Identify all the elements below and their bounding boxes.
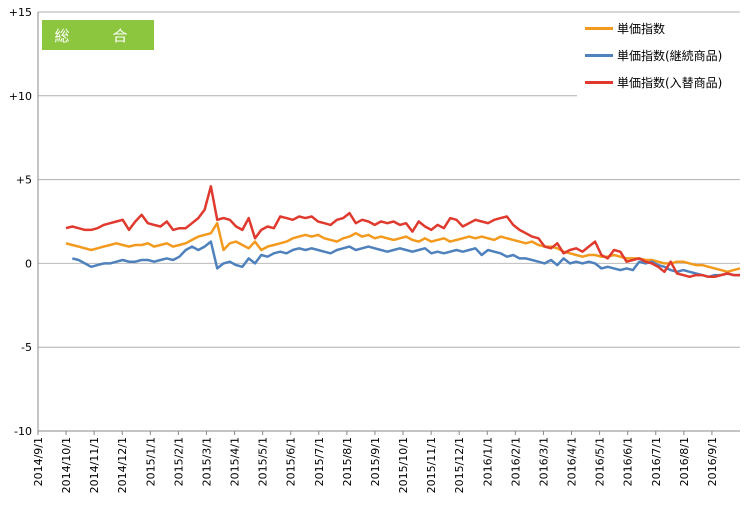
x-tick-label: 2014/11/1 (88, 437, 101, 493)
x-tick-label: 2014/10/1 (60, 437, 73, 493)
y-tick-label: +10 (9, 90, 32, 103)
series-line-1 (71, 240, 740, 279)
x-tick-label: 2015/6/1 (285, 437, 298, 486)
x-tick-label: 2016/2/1 (509, 437, 522, 486)
legend-label-1: 単価指数(継続商品) (617, 49, 723, 63)
x-tick-label: 2015/8/1 (341, 437, 354, 486)
x-tick-label: 2014/12/1 (116, 437, 129, 493)
x-tick-label: 2015/9/1 (369, 437, 382, 486)
x-tick-label: 2016/4/1 (566, 437, 579, 486)
x-tick-label: 2015/5/1 (257, 437, 270, 486)
y-axis-ticks: +15 +10 +5 0 -5 -10 (9, 6, 32, 438)
legend-label-0: 単価指数 (617, 22, 666, 36)
legend: 単価指数 単価指数(継続商品) 単価指数(入替商品) (577, 14, 745, 100)
legend-swatch-0 (585, 27, 613, 30)
x-tick-label: 2016/8/1 (678, 437, 691, 486)
x-tick-label: 2015/1/1 (144, 437, 157, 486)
x-tick-label: 2015/3/1 (200, 437, 213, 486)
x-tick-label: 2016/3/1 (537, 437, 550, 486)
x-tick-label: 2016/7/1 (650, 437, 663, 486)
y-tick-label: +15 (9, 6, 32, 19)
legend-item-1: 単価指数(継続商品) (585, 47, 722, 64)
y-tick-label: +5 (16, 174, 32, 187)
legend-item-0: 単価指数 (585, 20, 665, 37)
x-axis-ticks: 2014/9/1 2014/10/1 2014/11/1 2014/12/1 2015/… (32, 431, 719, 493)
y-tick-label: -5 (21, 341, 32, 354)
legend-label-2: 単価指数(入替商品) (617, 76, 723, 90)
x-tick-label: 2014/9/1 (32, 437, 45, 486)
x-tick-label: 2015/2/1 (172, 437, 185, 486)
y-tick-label: 0 (25, 257, 32, 270)
y-tick-label: -10 (14, 425, 32, 438)
x-tick-label: 2015/12/1 (453, 437, 466, 493)
x-tick-label: 2016/9/1 (706, 437, 719, 486)
x-tick-label: 2015/4/1 (229, 437, 242, 486)
legend-swatch-2 (585, 81, 613, 84)
x-tick-label: 2016/5/1 (594, 437, 607, 486)
legend-item-2: 単価指数(入替商品) (585, 74, 722, 91)
x-tick-label: 2015/7/1 (313, 437, 326, 486)
x-tick-label: 2015/10/1 (397, 437, 410, 493)
x-tick-label: 2016/1/1 (481, 437, 494, 486)
series-line-2 (65, 185, 740, 279)
x-tick-label: 2015/11/1 (425, 437, 438, 493)
chart-title: 総 合 (42, 20, 154, 50)
legend-swatch-1 (585, 54, 613, 57)
series-line-0 (65, 221, 741, 274)
series-lines (65, 185, 741, 279)
x-tick-label: 2016/6/1 (622, 437, 635, 486)
